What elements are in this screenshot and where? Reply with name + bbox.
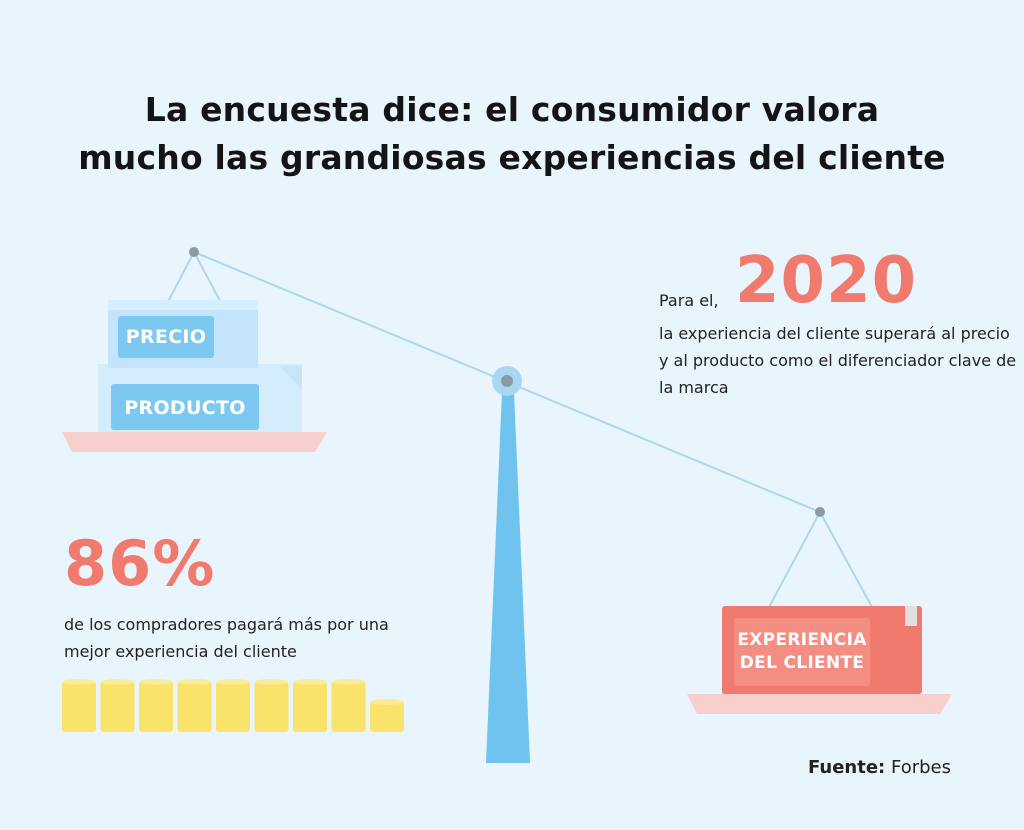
scale-post: [486, 392, 530, 763]
source-credit: Fuente: Forbes: [808, 757, 951, 778]
coin-stack: [62, 679, 404, 732]
page-title: La encuesta dice: el consumidor valora m…: [0, 86, 1024, 182]
pivot-inner: [501, 375, 513, 387]
producto-label-box: [111, 384, 259, 430]
experiencia-label-line2: DEL CLIENTE: [739, 653, 865, 673]
stat-2020-lead: Para el,: [659, 291, 719, 310]
coin-full: [331, 679, 366, 732]
right-pan: [687, 694, 952, 714]
experiencia-label: EXPERIENCIA DEL CLIENTE: [734, 629, 870, 675]
right-knob: [815, 507, 825, 517]
coin-full: [62, 679, 96, 732]
source-value: Forbes: [890, 757, 951, 778]
coin-full: [177, 679, 212, 732]
stat-86-value: 86%: [64, 527, 216, 600]
stat-2020-body: la experiencia del cliente superará al p…: [659, 324, 1017, 397]
left-knob: [189, 247, 199, 257]
coin-full: [254, 679, 289, 732]
coin-partial: [370, 699, 404, 732]
left-pan: [62, 432, 327, 452]
producto-label: PRODUCTO: [124, 397, 246, 419]
page-title-line2: mucho las grandiosas experiencias del cl…: [78, 138, 946, 177]
precio-label: PRECIO: [125, 326, 207, 348]
stat-2020-year: 2020: [735, 244, 918, 318]
experiencia-label-line1: EXPERIENCIA: [737, 630, 867, 650]
coin-full: [216, 679, 250, 732]
stat-86-body: de los compradores pagará más por una me…: [64, 615, 389, 661]
page-title-line1: La encuesta dice: el consumidor valora: [144, 90, 880, 129]
source-label: Fuente:: [808, 757, 886, 778]
coin-full: [139, 679, 173, 732]
precio-label-box: [118, 316, 214, 358]
experiencia-box: [722, 606, 922, 694]
coin-full: [100, 679, 135, 732]
coin-full: [293, 679, 327, 732]
